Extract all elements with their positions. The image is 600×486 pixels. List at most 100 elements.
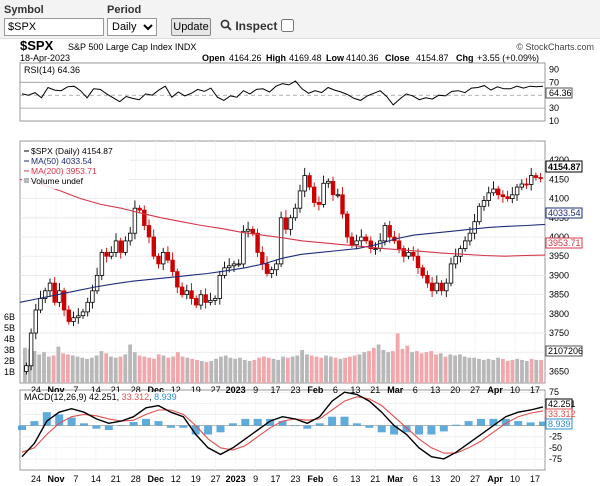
volume-bar [223, 355, 228, 383]
volume-bar [529, 358, 534, 383]
volume-bar [328, 356, 333, 383]
macd-histogram-bar [464, 421, 473, 426]
inspect-control[interactable]: Inspect [220, 19, 295, 33]
date-axis-label: 7 [73, 474, 78, 484]
volume-bar [199, 361, 204, 383]
volume-bar [75, 356, 80, 383]
date-axis-label: 20 [450, 474, 460, 484]
volume-bar [66, 354, 70, 383]
price-tick-label: 4200 [549, 155, 569, 165]
macd-histogram-bar [142, 418, 150, 426]
candle-body [57, 290, 62, 303]
ma50-last-value: 4033.54 [548, 208, 581, 218]
macd-histogram-bar [402, 425, 411, 433]
open-value: 4164.26 [229, 53, 262, 63]
volume-bar [166, 357, 171, 383]
candle-body [264, 263, 270, 274]
date-axis-label: 10 [510, 474, 520, 484]
high-label: High [266, 53, 286, 63]
volume-bar [424, 352, 429, 383]
date-axis-label: 10 [510, 385, 520, 395]
magnifier-icon [220, 19, 232, 31]
candle-body [38, 298, 43, 311]
volume-bar [147, 357, 152, 383]
date-axis-label: Mar [387, 385, 404, 395]
date-axis-label: 20 [450, 385, 460, 395]
symbol-input[interactable] [4, 18, 104, 36]
volume-bar [118, 356, 123, 383]
macd-histogram-bar [154, 421, 163, 426]
date-axis-label: 24 [31, 385, 41, 395]
macd-signal-line [21, 396, 544, 454]
rsi-title-bg [22, 65, 108, 76]
candle-body [33, 309, 38, 334]
candle-body [226, 265, 232, 269]
candle-body [406, 251, 411, 257]
volume-bar [185, 357, 190, 383]
volume-bar [214, 358, 218, 383]
volume-bar [309, 355, 314, 383]
volume-bar [371, 347, 376, 383]
candle-body [231, 263, 237, 267]
volume-tick-label: 3B [4, 345, 15, 355]
candle-body [208, 299, 213, 303]
date-axis-label: 9 [253, 474, 258, 484]
date-axis-label: 13 [350, 385, 360, 395]
stockcharts-watermark: © StockCharts.com [516, 42, 594, 52]
macd-histogram-bar [439, 425, 448, 432]
date-axis-label: 19 [191, 385, 201, 395]
volume-bar [438, 353, 443, 383]
candle-body [307, 175, 312, 188]
volume-bar [434, 354, 438, 383]
low-label: Low [326, 53, 345, 63]
volume-bar [113, 357, 118, 383]
candle-body [481, 200, 487, 207]
date-axis-label: 7 [73, 385, 78, 395]
date-axis-label: 2023 [226, 474, 246, 484]
candle-body [425, 274, 430, 284]
period-select[interactable]: Daily [107, 18, 157, 36]
candle-body [189, 290, 194, 299]
candle-body [297, 190, 303, 209]
volume-bar [242, 359, 247, 383]
macd-histogram-bar [365, 425, 374, 428]
candle-body [467, 232, 473, 242]
volume-tick-label: 6B [4, 312, 15, 322]
period-label: Period [107, 4, 142, 16]
candle-body [458, 248, 463, 257]
volume-bar [271, 358, 276, 383]
macd-histogram-bar [104, 425, 113, 430]
date-axis-label: 13 [430, 474, 440, 484]
macd-histogram-bar [80, 423, 88, 426]
date-axis-label: Mar [387, 474, 404, 484]
inspect-checkbox[interactable] [281, 19, 295, 32]
date-axis-label: Feb [307, 474, 324, 484]
candle-body [514, 186, 520, 196]
close-value: 4154.87 [416, 53, 449, 63]
macd-histogram-bar [390, 425, 399, 435]
volume-bar [491, 359, 496, 383]
legend-ma200: MA(200) 3953.71 [31, 166, 97, 176]
macd-histogram-bar [278, 421, 287, 426]
legend-volume: Volume undef [31, 176, 84, 186]
update-button[interactable]: Update [171, 18, 211, 36]
macd-histogram-bar [477, 418, 485, 426]
date-axis-label: 23 [290, 474, 300, 484]
volume-bar [324, 355, 328, 383]
volume-bar [94, 355, 99, 383]
date-axis-label: Feb [307, 385, 324, 395]
date-axis-label: Nov [47, 385, 64, 395]
rsi-last-flag [545, 87, 573, 99]
volume-last-value: 2107206 [548, 346, 583, 356]
macd-histogram-bar [501, 418, 510, 426]
volume-bar [80, 357, 85, 383]
legend-swatch-volume [24, 178, 29, 183]
candle-body [198, 294, 204, 306]
ma200-last-value: 3953.71 [548, 238, 581, 248]
candle-body [288, 217, 293, 230]
candle-body [462, 240, 468, 249]
macd-histogram-bar [315, 423, 324, 426]
candle-body [24, 365, 29, 372]
date-axis-label: 13 [350, 474, 360, 484]
price-tick-label: 3650 [549, 366, 569, 376]
